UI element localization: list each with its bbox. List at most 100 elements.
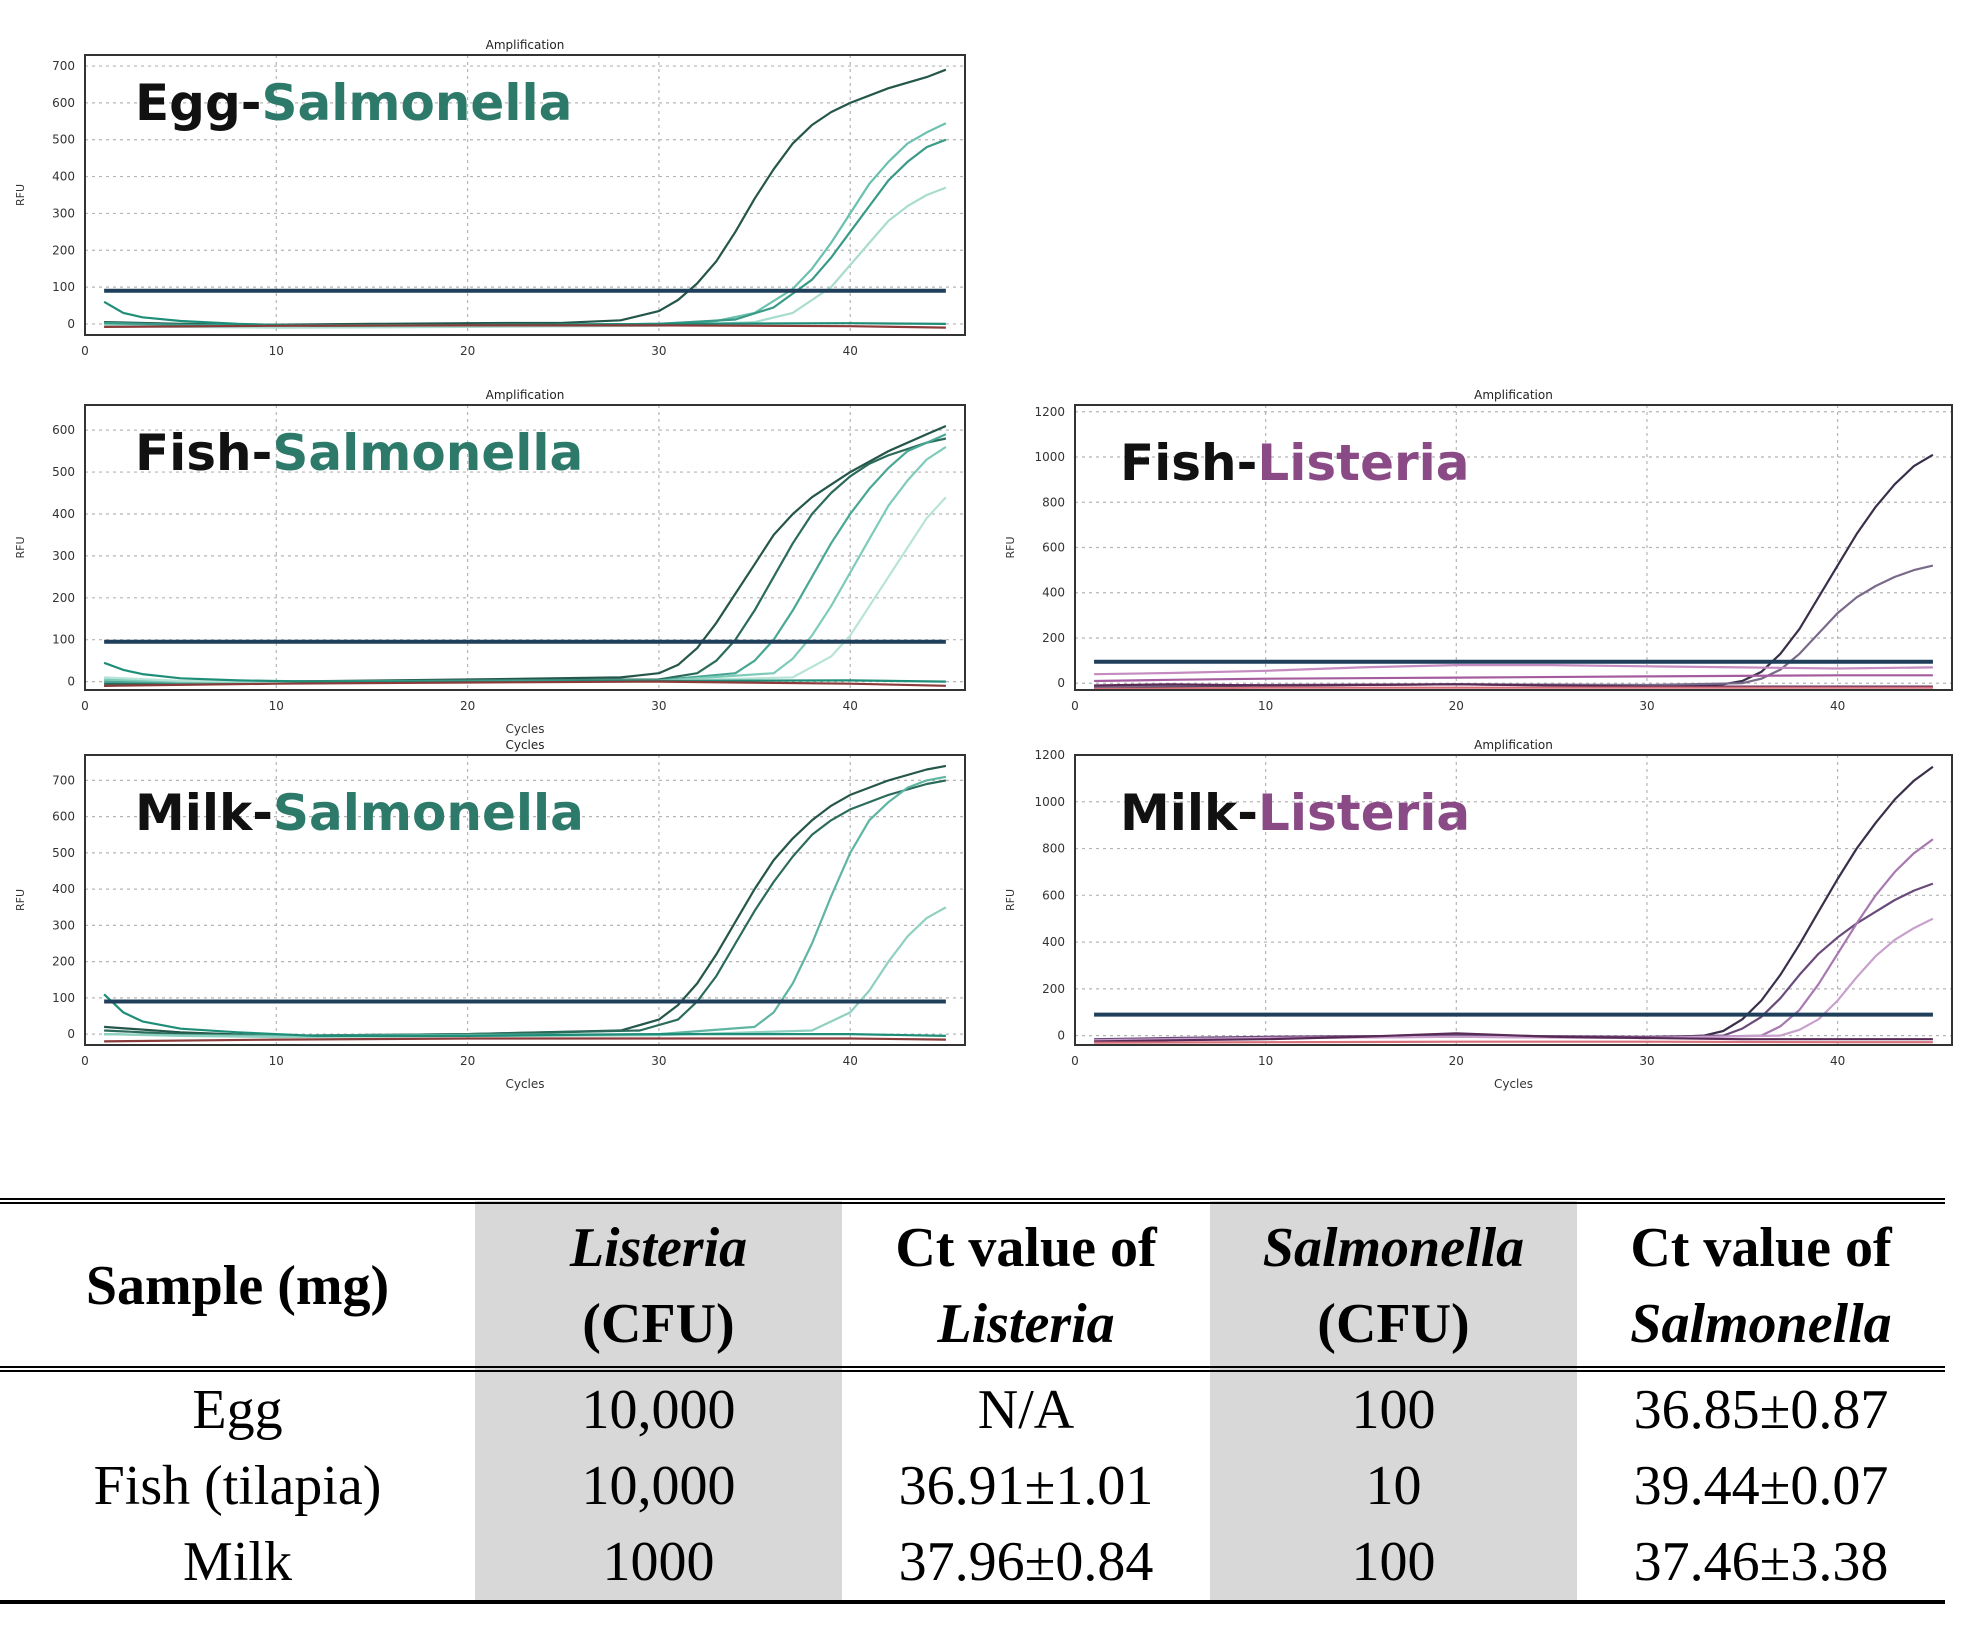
header-sample: Sample (mg) xyxy=(0,1201,475,1369)
x-tick-label: 20 xyxy=(460,1054,475,1068)
results-table: Sample (mg) Listeria (CFU) Ct value of L… xyxy=(0,1198,1945,1604)
y-tick-label: 600 xyxy=(1042,888,1065,902)
chart-egg-salmonella: Amplification 0 10 20 30 40 0 100 200 300 400 500 60… xyxy=(0,30,990,375)
chart-title: Amplification xyxy=(1474,738,1553,752)
y-tick-label: 200 xyxy=(1042,982,1065,996)
x-tick-label: 30 xyxy=(1639,699,1654,713)
chart-fish-salmonella: Amplification 0 10 20 30 40 0 100 200 300 400 500 60… xyxy=(0,380,990,736)
x-tick-label: 20 xyxy=(460,699,475,713)
y-tick-label: 700 xyxy=(52,59,75,73)
cell-salmonella-cfu: 100 xyxy=(1210,1524,1577,1604)
cell-sample: Fish (tilapia) xyxy=(93,1455,382,1517)
y-tick-label: 1000 xyxy=(1034,450,1065,464)
panel-label: Milk-Salmonella xyxy=(135,784,584,842)
x-tick-label: 0 xyxy=(1071,1054,1079,1068)
chart-title: Amplification xyxy=(1474,388,1553,402)
series-line xyxy=(1094,1032,1933,1043)
y-tick-label: 400 xyxy=(52,882,75,896)
x-tick-label: 10 xyxy=(1258,699,1273,713)
y-tick-label: 100 xyxy=(52,280,75,294)
cell-salmonella-cfu: 100 xyxy=(1210,1369,1577,1448)
cell-ct-salmonella: 39.44±0.07 xyxy=(1633,1455,1889,1517)
series-line xyxy=(1094,683,1933,688)
header-listeria-cfu-line-2: (CFU) xyxy=(582,1293,735,1355)
plot-frame xyxy=(1074,404,1953,691)
series-line xyxy=(1094,674,1933,683)
panel-label-organism: Salmonella xyxy=(262,74,573,132)
table-row: Egg 10,000 N/A 100 36.85±0.87 xyxy=(0,1369,1945,1448)
x-axis-label: Cycles xyxy=(1494,1077,1533,1091)
header-salmonella-cfu-line-2: (CFU) xyxy=(1317,1293,1470,1355)
y-tick-label: 600 xyxy=(52,423,75,437)
y-axis-label: RFU xyxy=(1004,889,1017,911)
x-tick-label: 30 xyxy=(1639,1054,1654,1068)
table-row: Fish (tilapia) 10,000 36.91±1.01 10 39.4… xyxy=(0,1448,1945,1524)
y-tick-label: 1200 xyxy=(1034,748,1065,762)
y-tick-label: 600 xyxy=(1042,541,1065,555)
x-tick-label: 20 xyxy=(460,344,475,358)
panel-label-sample: Egg- xyxy=(135,74,262,132)
cell-ct-listeria: 36.91±1.01 xyxy=(898,1455,1154,1517)
series-line xyxy=(104,138,947,327)
plot-frame xyxy=(84,754,966,1046)
series-line xyxy=(104,324,946,329)
header-ct-listeria-line-1: Ct value of xyxy=(895,1217,1157,1279)
chart-title: Cycles xyxy=(505,738,544,752)
header-ct-salmonella-line-1: Ct value of xyxy=(1630,1217,1892,1279)
x-tick-label: 40 xyxy=(843,344,858,358)
y-tick-label: 1200 xyxy=(1034,405,1065,419)
y-axis-label: RFU xyxy=(14,889,27,911)
x-tick-label: 10 xyxy=(269,1054,284,1068)
series-line xyxy=(103,661,946,683)
y-tick-label: 100 xyxy=(52,633,75,647)
chart-fish-listeria: Amplification 0 10 20 30 40 0 200 400 600 800 1000 1… xyxy=(990,380,1972,735)
series-line xyxy=(104,680,946,687)
x-tick-label: 30 xyxy=(651,1054,666,1068)
y-tick-label: 500 xyxy=(52,133,75,147)
panel-label-sample: Milk- xyxy=(1120,784,1258,842)
y-tick-label: 600 xyxy=(52,810,75,824)
header-ct-listeria: Ct value of Listeria xyxy=(842,1201,1210,1369)
y-tick-label: 0 xyxy=(1057,676,1065,690)
panel-label-organism: Listeria xyxy=(1257,434,1469,492)
table-header-row: Sample (mg) Listeria (CFU) Ct value of L… xyxy=(0,1201,1945,1369)
cell-listeria-cfu: 10,000 xyxy=(475,1448,842,1524)
series-line xyxy=(1094,686,1933,690)
y-tick-label: 0 xyxy=(1057,1029,1065,1043)
y-tick-label: 300 xyxy=(52,549,75,563)
y-tick-label: 200 xyxy=(52,591,75,605)
x-tick-label: 10 xyxy=(269,699,284,713)
panel-label: Fish-Listeria xyxy=(1120,434,1470,492)
y-tick-label: 0 xyxy=(67,317,75,331)
series-line xyxy=(104,186,947,329)
x-tick-label: 40 xyxy=(843,1054,858,1068)
x-tick-label: 10 xyxy=(1258,1054,1273,1068)
series-line xyxy=(104,906,947,1039)
series-line xyxy=(104,1037,946,1043)
y-tick-label: 600 xyxy=(52,96,75,110)
x-tick-label: 0 xyxy=(81,699,89,713)
series-line xyxy=(104,68,947,326)
panel-label: Milk-Listeria xyxy=(1120,784,1470,842)
y-tick-label: 200 xyxy=(52,243,75,257)
y-axis-label: RFU xyxy=(1004,536,1017,558)
panel-label-sample: Fish- xyxy=(135,424,272,482)
panel-label: Egg-Salmonella xyxy=(135,74,572,132)
y-tick-label: 200 xyxy=(1042,631,1065,645)
y-tick-label: 300 xyxy=(52,918,75,932)
y-tick-label: 800 xyxy=(1042,495,1065,509)
cell-ct-listeria: N/A xyxy=(977,1379,1075,1441)
cell-ct-salmonella: 36.85±0.87 xyxy=(1633,1379,1889,1441)
y-axis-label: RFU xyxy=(14,536,27,558)
x-tick-label: 20 xyxy=(1449,699,1464,713)
header-salmonella-cfu-line-1: Salmonella xyxy=(1262,1217,1525,1279)
series-line xyxy=(1094,917,1934,1042)
y-axis-label: RFU xyxy=(14,184,27,206)
x-axis-label: Cycles xyxy=(505,1077,544,1091)
y-tick-label: 500 xyxy=(52,465,75,479)
x-tick-label: 40 xyxy=(1830,699,1845,713)
header-ct-salmonella: Ct value of Salmonella xyxy=(1577,1201,1945,1369)
y-tick-label: 400 xyxy=(1042,586,1065,600)
series-line xyxy=(104,496,947,683)
